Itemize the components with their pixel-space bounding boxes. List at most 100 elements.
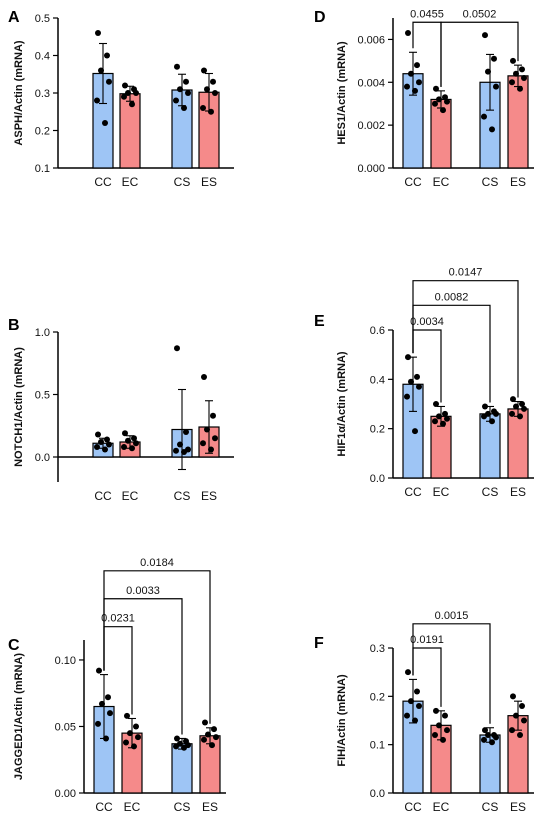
- data-point: [173, 743, 179, 750]
- data-point: [122, 82, 128, 89]
- data-point: [513, 712, 519, 719]
- y-tick-label: 0.2: [370, 691, 385, 703]
- data-point: [405, 354, 411, 361]
- data-point: [122, 430, 128, 437]
- x-tick-label: EC: [433, 485, 450, 499]
- data-point: [183, 78, 189, 85]
- x-tick-label: CS: [174, 800, 191, 814]
- p-value-label: 0.0082: [435, 291, 469, 303]
- data-point: [125, 437, 131, 444]
- data-point: [124, 712, 130, 719]
- data-point: [432, 732, 438, 738]
- data-point: [96, 667, 102, 674]
- data-point: [174, 63, 180, 70]
- x-tick-label: CC: [94, 489, 112, 503]
- y-axis-label: FIH/Actin (mRNA): [336, 674, 348, 767]
- data-point: [440, 736, 446, 743]
- x-tick-label: CC: [404, 485, 422, 499]
- data-point: [200, 105, 206, 111]
- data-point: [482, 403, 488, 410]
- data-point: [103, 735, 109, 742]
- data-point: [432, 100, 438, 107]
- data-point: [444, 415, 450, 422]
- y-tick-label: 0.5: [35, 13, 50, 25]
- data-point: [200, 440, 206, 447]
- x-tick-label: EC: [122, 489, 139, 503]
- data-point: [185, 90, 191, 96]
- y-tick-label: 0.006: [357, 34, 385, 46]
- data-point: [513, 403, 519, 410]
- data-point: [129, 101, 135, 108]
- data-point: [129, 445, 135, 452]
- data-point: [201, 736, 207, 743]
- data-point: [181, 449, 187, 455]
- y-tick-label: 0.0: [370, 788, 385, 800]
- panel-letter: D: [314, 9, 326, 26]
- data-point: [404, 83, 410, 90]
- x-tick-label: CS: [482, 175, 499, 189]
- data-point: [489, 739, 495, 746]
- significance-bracket: [440, 21, 519, 87]
- significance-bracket: [412, 647, 442, 707]
- data-point: [94, 97, 100, 104]
- data-point: [104, 52, 110, 59]
- data-point: [416, 79, 422, 86]
- y-tick-label: 0.1: [35, 163, 50, 175]
- data-point: [433, 85, 439, 92]
- data-point: [491, 55, 497, 62]
- x-tick-label: CC: [404, 800, 422, 814]
- y-tick-label: 0.6: [370, 325, 385, 337]
- p-value-label: 0.0147: [449, 267, 483, 279]
- data-point: [202, 719, 208, 726]
- y-tick-label: 0.004: [357, 77, 385, 89]
- y-tick-label: 0.2: [370, 424, 385, 436]
- data-point: [416, 383, 422, 390]
- data-point: [209, 742, 215, 749]
- data-point: [181, 105, 187, 111]
- data-point: [127, 730, 133, 737]
- data-point: [183, 429, 189, 435]
- chart-panel-b: B NOTCH1/Actin (mRNA) 0.0 0.5 1.0 CC EC CS ES: [8, 317, 234, 503]
- data-point: [201, 67, 207, 74]
- data-point: [104, 436, 110, 443]
- significance-bracket: [103, 570, 211, 724]
- data-point: [174, 345, 180, 352]
- chart-panel-e: E HIF1α/Actin (mRNA) 0.0 0.2 0.4 0.6 CC EC CS ES 0…: [314, 267, 534, 499]
- data-point: [519, 401, 525, 407]
- data-point: [213, 734, 219, 741]
- y-tick-label: 0.0: [370, 473, 385, 485]
- data-point: [436, 722, 442, 729]
- data-point: [177, 86, 183, 93]
- x-tick-label: CS: [482, 800, 499, 814]
- data-point: [107, 710, 113, 717]
- x-tick-label: CS: [482, 485, 499, 499]
- data-point: [181, 744, 187, 751]
- x-tick-label: ES: [201, 489, 217, 503]
- data-point: [432, 418, 438, 425]
- p-value-label: 0.0191: [410, 634, 444, 646]
- data-point: [440, 107, 446, 114]
- data-point: [408, 698, 414, 705]
- data-point: [442, 712, 448, 719]
- data-point: [412, 717, 418, 724]
- data-point: [208, 108, 214, 115]
- y-tick-label: 0.002: [357, 120, 385, 132]
- data-point: [416, 703, 422, 709]
- data-point: [99, 700, 105, 707]
- data-point: [493, 410, 499, 417]
- data-point: [517, 732, 523, 738]
- data-point: [210, 412, 216, 419]
- panel-letter: F: [314, 635, 324, 652]
- x-tick-label: ES: [202, 800, 218, 814]
- y-tick-label: 0.3: [370, 643, 385, 655]
- y-tick-label: 0.5: [35, 390, 50, 402]
- data-point: [205, 731, 211, 738]
- data-point: [521, 75, 527, 81]
- data-point: [519, 66, 525, 73]
- data-point: [208, 446, 214, 453]
- data-point: [519, 703, 525, 709]
- data-point: [482, 727, 488, 734]
- y-axis-label: JAGGED1/Actin (mRNA): [13, 653, 25, 780]
